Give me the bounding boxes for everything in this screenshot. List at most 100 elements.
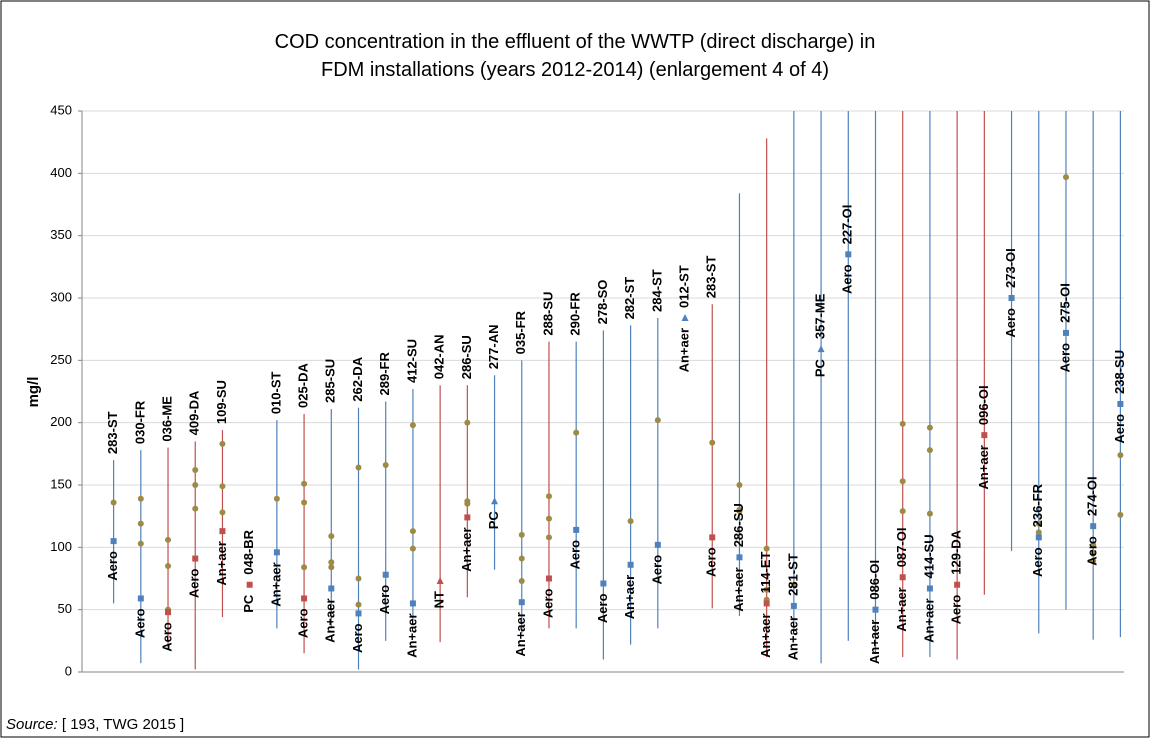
y-tick-label: 300 [50,289,72,304]
mean-marker [627,561,634,568]
code-label: 289-FR [377,352,392,396]
mean-marker [763,600,770,607]
chart-title: FDM installations (years 2012-2014) (enl… [321,59,829,81]
code-label: 042-AN [432,334,447,379]
mean-marker [654,541,661,548]
year-point [219,483,226,490]
year-point [763,545,770,552]
mean-marker [1090,523,1097,530]
type-label: An+aer [459,527,474,571]
type-label: Aero [568,540,583,570]
y-tick-label: 450 [50,102,72,117]
year-point [301,499,308,506]
mean-marker [790,602,797,609]
code-label: 227-OI [840,205,855,245]
type-label: An+aer [976,445,991,489]
type-label: Aero [704,547,719,577]
mean-marker [1062,329,1069,336]
mean-marker [110,538,117,545]
type-label: An+aer [867,620,882,664]
type-label: Aero [840,264,855,294]
type-label: Aero [949,595,964,625]
code-label: 285-SU [323,359,338,403]
code-label: 262-DA [350,356,365,401]
mean-marker [573,526,580,533]
type-label: Aero [540,588,555,618]
chart-title: COD concentration in the effluent of the… [275,31,876,53]
type-label: An+aer [622,575,637,619]
type-label: Aero [350,623,365,653]
code-label: 109-SU [214,380,229,424]
type-label: An+aer [513,612,528,656]
code-label: 012-ST [676,265,691,308]
mean-marker [709,534,716,541]
year-point [1062,174,1069,181]
code-label: 238-SU [1112,350,1127,394]
year-point [301,564,308,571]
type-label: An+aer [323,598,338,642]
code-label: 086-OI [867,560,882,600]
year-point [545,493,552,500]
mean-marker [600,580,607,587]
year-point [1090,558,1097,565]
type-label: Aero [296,608,311,638]
mean-marker [845,251,852,258]
mean-marker [382,571,389,578]
type-label: Aero [377,585,392,615]
year-point [273,495,280,502]
type-label: Aero [105,551,120,581]
mean-marker [817,345,825,353]
year-point [165,536,172,543]
type-label: NT [432,591,447,608]
mean-marker [518,599,525,606]
source-text: [ 193, TWG 2015 ] [62,716,184,733]
code-label: 048-BR [241,529,256,574]
year-point [1035,529,1042,536]
code-label: 275-OI [1057,283,1072,323]
year-point [899,420,906,427]
mean-marker [137,595,144,602]
type-label: An+aer [758,613,773,657]
mean-marker [355,610,362,617]
year-point [192,505,199,512]
code-label: 290-FR [568,292,583,336]
mean-marker [899,574,906,581]
code-label: 284-ST [649,269,664,312]
mean-marker [409,600,416,607]
type-label: PC [813,359,828,378]
year-point [736,508,743,515]
type-label: An+aer [214,541,229,585]
type-label: Aero [595,593,610,623]
year-point [654,417,661,424]
year-point [573,429,580,436]
type-label: An+aer [785,616,800,660]
code-label: 357-ME [813,293,828,339]
type-label: An+aer [268,562,283,606]
year-point [137,540,144,547]
year-point [464,419,471,426]
y-tick-label: 0 [65,663,72,678]
code-label: 010-ST [268,371,283,414]
y-tick-label: 150 [50,476,72,491]
year-point [899,478,906,485]
code-label: 025-DA [296,363,311,408]
type-label: PC [486,511,501,530]
year-point [409,528,416,535]
year-point [328,533,335,540]
year-point [1090,541,1097,548]
year-point [301,480,308,487]
type-label: Aero [1112,414,1127,444]
year-point [518,577,525,584]
year-point [355,464,362,471]
type-label: An+aer [404,613,419,657]
mean-marker [681,313,689,321]
mean-marker [301,595,308,602]
year-point [518,555,525,562]
year-point [627,518,634,525]
mean-marker [246,581,253,588]
year-point [709,439,716,446]
type-label: Aero [187,569,202,599]
year-point [355,575,362,582]
